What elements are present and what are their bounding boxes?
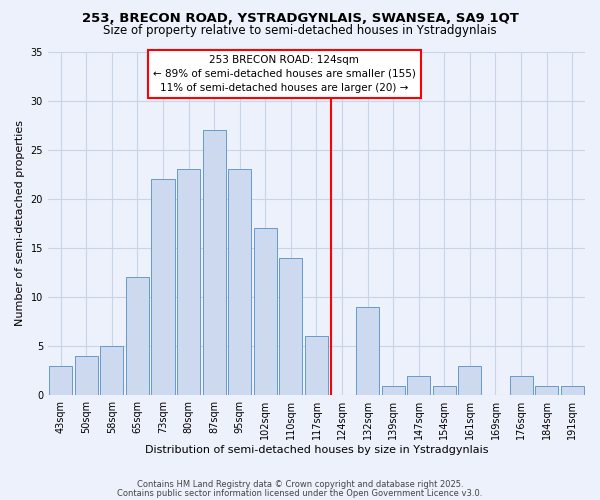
Bar <box>203 130 226 396</box>
Text: Size of property relative to semi-detached houses in Ystradgynlais: Size of property relative to semi-detach… <box>103 24 497 37</box>
Bar <box>100 346 124 396</box>
Y-axis label: Number of semi-detached properties: Number of semi-detached properties <box>15 120 25 326</box>
Text: 253, BRECON ROAD, YSTRADGYNLAIS, SWANSEA, SA9 1QT: 253, BRECON ROAD, YSTRADGYNLAIS, SWANSEA… <box>82 12 518 26</box>
Bar <box>561 386 584 396</box>
Bar <box>126 278 149 396</box>
Bar <box>509 376 533 396</box>
Bar <box>356 307 379 396</box>
Bar <box>433 386 456 396</box>
Bar <box>382 386 404 396</box>
Bar <box>535 386 558 396</box>
Bar <box>280 258 302 396</box>
Text: 253 BRECON ROAD: 124sqm
← 89% of semi-detached houses are smaller (155)
11% of s: 253 BRECON ROAD: 124sqm ← 89% of semi-de… <box>153 55 416 93</box>
X-axis label: Distribution of semi-detached houses by size in Ystradgynlais: Distribution of semi-detached houses by … <box>145 445 488 455</box>
Text: Contains HM Land Registry data © Crown copyright and database right 2025.: Contains HM Land Registry data © Crown c… <box>137 480 463 489</box>
Bar <box>75 356 98 396</box>
Bar <box>305 336 328 396</box>
Bar <box>458 366 481 396</box>
Bar <box>228 170 251 396</box>
Bar <box>151 179 175 396</box>
Bar <box>407 376 430 396</box>
Bar <box>254 228 277 396</box>
Bar <box>49 366 72 396</box>
Text: Contains public sector information licensed under the Open Government Licence v3: Contains public sector information licen… <box>118 488 482 498</box>
Bar <box>177 170 200 396</box>
